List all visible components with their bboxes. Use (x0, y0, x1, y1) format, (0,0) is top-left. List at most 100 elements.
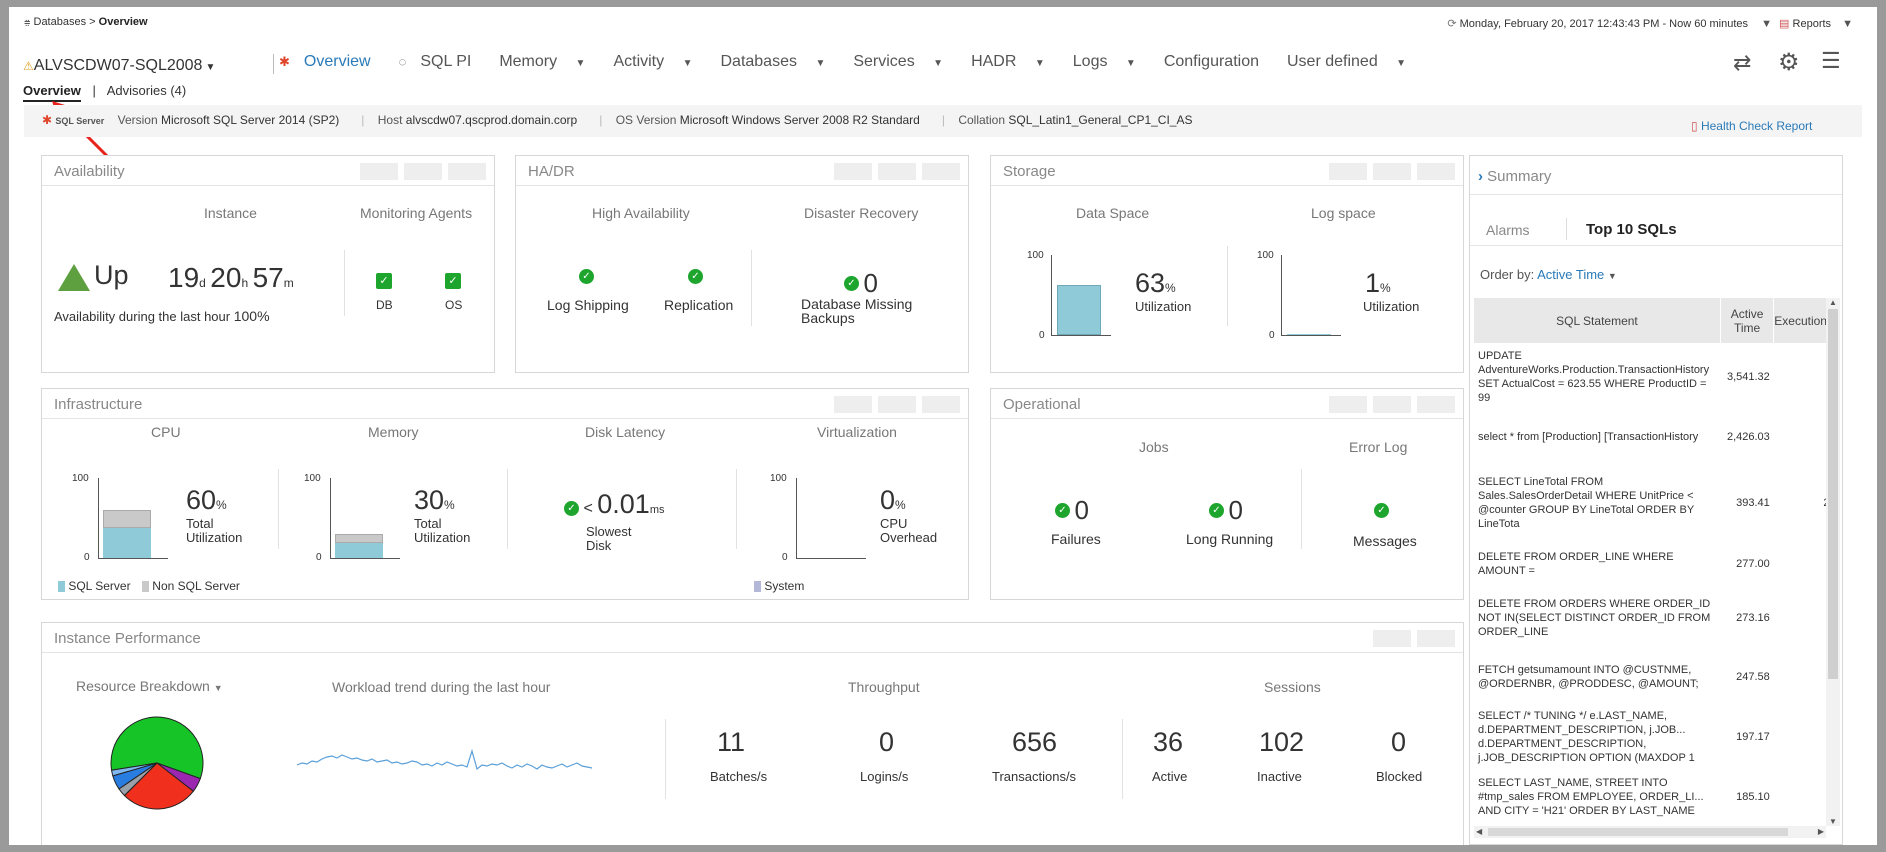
chevron-down-icon: ▼ (1842, 18, 1853, 30)
unit-percent: % (444, 498, 455, 512)
gear-icon[interactable]: ⚙ (1778, 49, 1800, 76)
panel-header: Operational (991, 389, 1463, 419)
divider (1301, 469, 1302, 549)
memory-nonsql-bar (335, 534, 383, 543)
order-by-select[interactable]: Active Time ▼ (1537, 267, 1617, 282)
panel-button[interactable] (834, 163, 872, 180)
sql-statement-cell: DELETE FROM ORDER_LINE WHERE AMOUNT = (1478, 551, 1674, 577)
breadcrumb-current: Overview (98, 16, 148, 28)
table-row[interactable]: DELETE FROM ORDERS WHERE ORDER_ID NOT IN… (1474, 585, 1826, 651)
tab-overview[interactable]: Overview (23, 83, 81, 102)
table-row[interactable]: SELECT /* TUNING */ e.LAST_NAME, d.DEPAR… (1474, 703, 1826, 771)
table-row[interactable]: DELETE FROM ORDER_LINE WHERE AMOUNT = 277… (1474, 543, 1826, 585)
refresh-icon[interactable]: ⇄ (1733, 50, 1752, 75)
active-time-cell: 185.10 (1736, 791, 1770, 803)
summary-header[interactable]: › Summary (1478, 168, 1551, 185)
panel-button[interactable] (1417, 630, 1455, 647)
data-util-label: Utilization (1135, 299, 1192, 314)
table-row[interactable]: SELECT LineTotal FROM Sales.SalesOrderDe… (1474, 463, 1826, 543)
tab-alarms[interactable]: Alarms (1486, 222, 1530, 238)
executions-cell (1774, 411, 1826, 463)
chevron-down-icon: ▼ (1396, 58, 1407, 69)
unit-percent: % (1165, 281, 1176, 295)
nav-overview[interactable]: ✱ Overview (279, 53, 385, 71)
transactions-label: Transactions/s (992, 769, 1077, 784)
scroll-thumb[interactable] (1828, 309, 1838, 679)
check-icon: ✓ (844, 276, 859, 291)
panel-button[interactable] (448, 163, 486, 180)
inactive-value: 102 (1259, 727, 1305, 757)
col-sql-statement[interactable]: SQL Statement (1474, 298, 1721, 343)
executions-cell (1774, 543, 1826, 585)
nav-sql-pi[interactable]: ◌ SQL PI (399, 53, 486, 71)
panel-button[interactable] (878, 163, 916, 180)
active-time-cell: 273.16 (1736, 612, 1770, 624)
messages-status: ✓ (1374, 502, 1389, 520)
disk-latency-value: ✓ < 0.01ms (564, 489, 664, 520)
nav-services[interactable]: Services ▼ (853, 53, 957, 71)
panel-button[interactable] (404, 163, 442, 180)
table-row[interactable]: SELECT LAST_NAME, STREET INTO #tmp_sales… (1474, 771, 1826, 823)
panel-button[interactable] (834, 396, 872, 413)
server-info-bar: ✱ SQL Server Version Microsoft SQL Serve… (24, 105, 1862, 137)
nav-memory[interactable]: Memory ▼ (499, 53, 599, 71)
col-executions[interactable]: Executions (1773, 298, 1826, 343)
table-row[interactable]: select * from [Production] [TransactionH… (1474, 411, 1826, 463)
chevron-down-icon: ▼ (933, 58, 944, 69)
tab-top-10-sqls[interactable]: Top 10 SQLs (1586, 221, 1677, 238)
sqlpi-icon: ◌ (398, 54, 407, 69)
virtualization-pct: 0 (880, 485, 896, 515)
host-label: Host (377, 113, 403, 127)
nav-configuration[interactable]: Configuration (1164, 53, 1273, 71)
nav-hadr[interactable]: HADR ▼ (971, 53, 1059, 71)
panel-button[interactable] (1417, 396, 1455, 413)
panel-button[interactable] (1417, 163, 1455, 180)
active-label: Active (1152, 769, 1188, 784)
table-row[interactable]: FETCH getsumamount INTO @CUSTNME, @ORDER… (1474, 651, 1826, 703)
sql-statement-cell: DELETE FROM ORDERS WHERE ORDER_ID NOT IN… (1478, 598, 1711, 638)
breadcrumb-databases[interactable]: Databases (33, 16, 87, 28)
executions-cell: 2 (1774, 463, 1826, 543)
instance-selector[interactable]: ⚠ALVSCDW07-SQL2008 ▼ (23, 57, 215, 75)
panel-button[interactable] (1373, 163, 1411, 180)
failures-label: Failures (1051, 531, 1101, 547)
panel-button[interactable] (1373, 396, 1411, 413)
missing-backups-status: ✓ 0 (844, 268, 878, 299)
reports-menu[interactable]: ▤ Reports ▼ (1779, 17, 1853, 30)
health-check-report-link[interactable]: ▯ Health Check Report (1691, 119, 1812, 133)
col-active-time[interactable]: Active Time (1720, 298, 1775, 343)
memory-chart (330, 478, 400, 559)
table-row[interactable]: UPDATE AdventureWorks.Production.Transac… (1474, 343, 1826, 411)
panel-button[interactable] (922, 163, 960, 180)
availability-panel: Availability Instance Monitoring Agents … (41, 155, 495, 373)
missing-backups-count: 0 (863, 268, 878, 298)
panel-button[interactable] (1373, 630, 1411, 647)
panel-button[interactable] (878, 396, 916, 413)
scroll-up-icon[interactable]: ▲ (1829, 298, 1837, 307)
chevron-right-icon: › (1478, 168, 1483, 185)
scroll-down-icon[interactable]: ▼ (1829, 817, 1837, 826)
horizontal-scrollbar[interactable]: ◀ ▶ (1474, 826, 1826, 838)
scroll-left-icon[interactable]: ◀ (1476, 827, 1483, 836)
panel-button[interactable] (1329, 396, 1367, 413)
panel-button[interactable] (1329, 163, 1367, 180)
nav-databases[interactable]: Databases ▼ (720, 53, 839, 71)
workload-trend-line (297, 748, 593, 771)
resource-breakdown-dropdown[interactable]: Resource Breakdown ▼ (76, 678, 223, 694)
scroll-thumb-h[interactable] (1488, 828, 1788, 836)
scroll-right-icon[interactable]: ▶ (1817, 827, 1824, 836)
nav-activity[interactable]: Activity ▼ (613, 53, 706, 71)
nav-user-defined[interactable]: User defined ▼ (1287, 53, 1420, 71)
panel-button[interactable] (360, 163, 398, 180)
divider (751, 250, 752, 326)
panel-header: HA/DR (516, 156, 968, 186)
instance-label: Instance (204, 205, 257, 221)
tab-advisories[interactable]: Advisories (4) (106, 83, 187, 98)
pie-slice-green (110, 716, 204, 780)
nav-logs[interactable]: Logs ▼ (1073, 53, 1150, 71)
panel-button[interactable] (922, 396, 960, 413)
disk-value: 0.01 (597, 489, 650, 519)
menu-icon[interactable]: ☰ (1821, 48, 1841, 73)
vertical-scrollbar[interactable]: ▲ ▼ (1826, 298, 1840, 826)
time-range-selector[interactable]: ⟳ Monday, February 20, 2017 12:43:43 PM … (1447, 17, 1772, 30)
